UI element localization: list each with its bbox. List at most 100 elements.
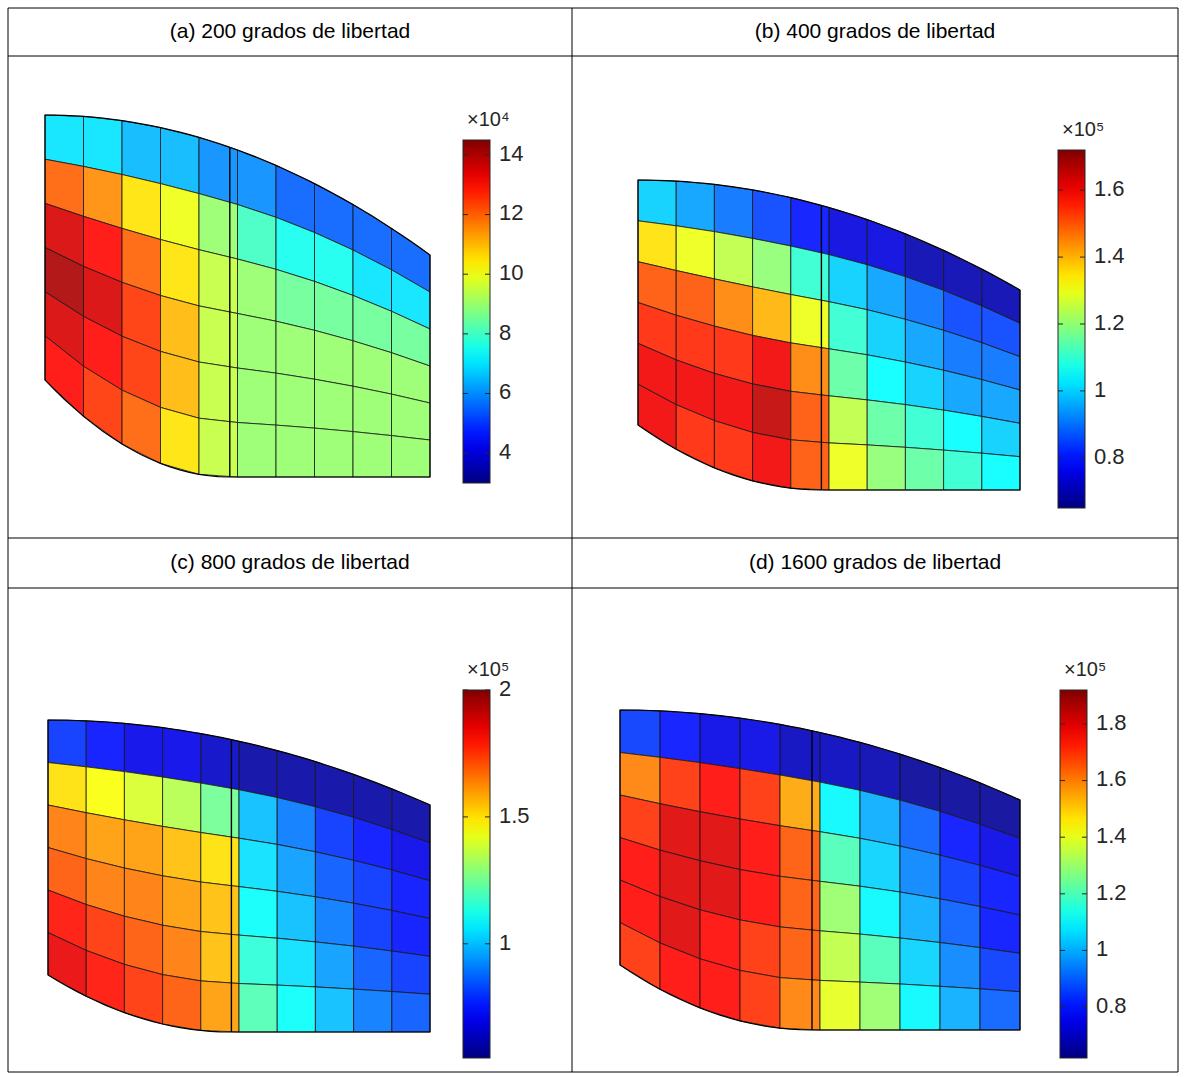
mesh-cell (714, 279, 752, 336)
mesh-cell (829, 349, 867, 400)
mesh-cell (820, 980, 860, 1030)
colorbar-tick (1058, 190, 1063, 191)
mesh-cell (940, 943, 980, 989)
mesh-cell (354, 989, 392, 1032)
mesh-cell (161, 407, 200, 474)
panel-title: (a) 200 grados de libertad (170, 19, 411, 42)
colorbar-tick-label: 1.4 (1096, 823, 1127, 848)
mesh-cell (829, 255, 867, 310)
mesh-cell (740, 819, 780, 876)
table-line (572, 8, 573, 1072)
colorbar-tick (463, 214, 468, 215)
mesh-cell (620, 710, 660, 757)
mesh-cell (714, 232, 752, 287)
mesh-cell (277, 751, 315, 807)
mesh-cell (867, 355, 905, 405)
mesh-cell (163, 826, 201, 882)
mesh-cell (700, 763, 740, 819)
mesh-cell (392, 910, 430, 956)
mesh-cell (392, 951, 430, 994)
mesh-cell (315, 897, 353, 946)
mesh-cell (276, 373, 315, 428)
mesh-cell (163, 777, 201, 833)
mesh-cell (940, 899, 980, 948)
mesh-cell (791, 343, 829, 396)
colorbar-tick-label: 6 (499, 379, 511, 404)
mesh-cell (276, 321, 315, 379)
panel-title: (b) 400 grados de libertad (755, 19, 996, 42)
colorbar-ramp (463, 690, 490, 1058)
mesh-cell (940, 986, 980, 1030)
mesh-cell (740, 870, 780, 927)
mesh-cell (239, 887, 277, 939)
mesh-cell (122, 390, 161, 463)
mesh-cell (829, 443, 867, 490)
mesh-cell (780, 876, 820, 931)
mesh-cell (714, 421, 752, 481)
mesh-cell (199, 306, 238, 368)
mesh-cell (660, 943, 700, 1008)
mesh-cell (860, 982, 900, 1030)
colorbar-tick (1082, 723, 1087, 724)
mesh-cell (905, 362, 943, 410)
face-edge (231, 740, 232, 1032)
colorbar-ramp (1060, 690, 1087, 1058)
mesh-cell (780, 724, 820, 782)
colorbar: 468101214×10⁴ (463, 108, 523, 483)
mesh-cell (780, 978, 820, 1030)
mesh-cell (900, 892, 940, 943)
mesh-cell (277, 798, 315, 852)
mesh-cell (982, 416, 1020, 456)
body-outline (638, 180, 1020, 490)
mesh-cell (860, 790, 900, 846)
mesh-cell (354, 946, 392, 991)
mesh-cell (791, 246, 829, 302)
colorbar-tick-label: 8 (499, 320, 511, 345)
mesh-cell (238, 205, 277, 270)
mesh-cell (944, 450, 982, 490)
table-line (1178, 8, 1179, 1072)
mesh-cell (791, 391, 829, 443)
colorbar-tick (1082, 893, 1087, 894)
mesh-cell (980, 989, 1020, 1030)
colorbar-tick (485, 453, 490, 454)
colorbar-tick (485, 274, 490, 275)
table-line (8, 1072, 1178, 1073)
mesh-cell (829, 302, 867, 355)
mesh-cell (753, 432, 791, 488)
mesh-cell (867, 400, 905, 447)
colorbar-tick (463, 274, 468, 275)
mesh-cell (239, 935, 277, 985)
mesh-cell (239, 741, 277, 797)
mesh (45, 115, 430, 477)
mesh-cell (315, 379, 354, 431)
mesh-cell (740, 769, 780, 826)
mesh-cell (161, 296, 200, 363)
colorbar-tick (1082, 950, 1087, 951)
colorbar-tick (463, 154, 468, 155)
mesh-cell (238, 368, 277, 425)
colorbar-ramp (463, 140, 490, 483)
colorbar-tick (485, 154, 490, 155)
mesh-cell (714, 184, 752, 238)
mesh-cell (660, 757, 700, 811)
mesh-cell (676, 181, 714, 232)
colorbar-tick-label: 14 (499, 141, 523, 166)
mesh-cell (353, 432, 392, 477)
colorbar-tick (463, 816, 468, 817)
mesh-cell (163, 975, 201, 1031)
mesh-cell (353, 386, 392, 435)
mesh-cell (315, 807, 353, 861)
mesh-cell (315, 852, 353, 903)
mesh-cell (201, 932, 239, 984)
mesh-cell (620, 923, 660, 990)
mesh-cell (980, 948, 1020, 992)
mesh-cell (277, 891, 315, 942)
colorbar-tick (1058, 457, 1063, 458)
mesh (620, 710, 1020, 1030)
mesh (638, 180, 1020, 490)
mesh-cell (354, 860, 392, 910)
colorbar-tick (1080, 390, 1085, 391)
mesh-cell (700, 812, 740, 870)
colorbar-tick (1080, 190, 1085, 191)
